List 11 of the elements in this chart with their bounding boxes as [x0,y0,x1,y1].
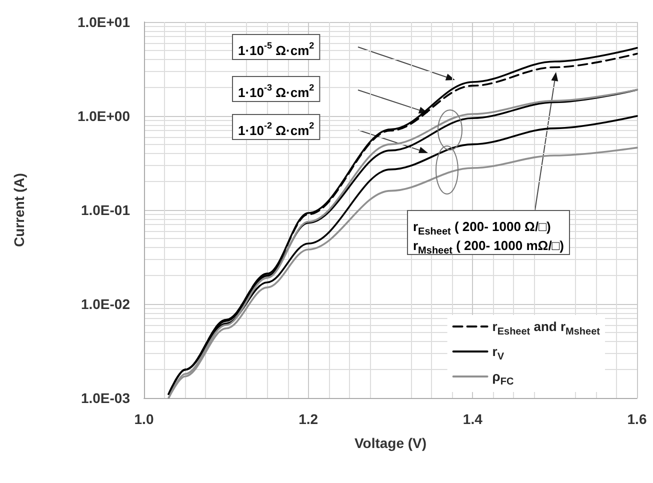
y-tick-label: 1.0E-02 [80,296,130,312]
y-tick-label: 1.0E-03 [80,390,130,406]
x-axis-title: Voltage (V) [354,435,427,451]
x-tick-label: 1.0 [134,411,154,427]
y-tick-label: 1.0E+00 [77,108,130,124]
y-tick-label: 1.0E-01 [80,202,130,218]
y-tick-label: 1.0E+01 [77,14,130,30]
y-axis-title: Current (A) [11,173,27,247]
x-tick-label: 1.6 [627,411,647,427]
x-tick-label: 1.2 [298,411,318,427]
x-tick-label: 1.4 [462,411,483,427]
